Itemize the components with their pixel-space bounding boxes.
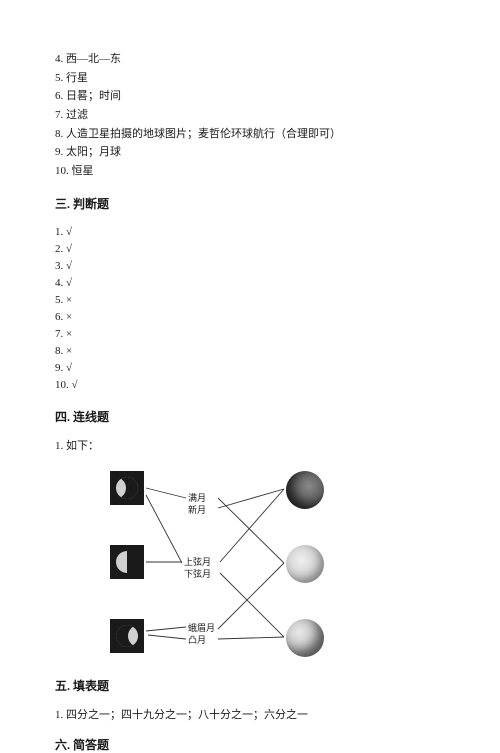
judge-mark: √ xyxy=(66,260,72,272)
moon-label-pair: 满月新月 xyxy=(188,493,206,516)
judge-num: 7. xyxy=(55,328,63,340)
fill-num: 6. xyxy=(55,90,63,102)
judge-item: 1. √ xyxy=(55,224,445,241)
moon-tile-left xyxy=(110,545,144,579)
fill-item: 7. 过滤 xyxy=(55,106,445,125)
section-4-title: 四. 连线题 xyxy=(55,408,445,425)
fill-answer-list: 4. 西—北—东 5. 行星 6. 日晷；时间 7. 过滤 8. 人造卫星拍摄的… xyxy=(55,50,445,181)
fill-item: 6. 日晷；时间 xyxy=(55,87,445,106)
fill-item: 10. 恒星 xyxy=(55,162,445,181)
fill-text: 人造卫星拍摄的地球图片；麦哲伦环球航行（合理即可） xyxy=(66,128,341,140)
judge-num: 5. xyxy=(55,294,63,306)
judge-num: 3. xyxy=(55,260,63,272)
fill-num: 4. xyxy=(55,53,63,65)
judge-item: 3. √ xyxy=(55,258,445,275)
moon-label-pair: 蛾眉月凸月 xyxy=(188,623,215,646)
judge-item: 4. √ xyxy=(55,275,445,292)
fill-text: 恒星 xyxy=(72,165,94,177)
judge-mark: × xyxy=(66,328,72,340)
moon-label: 新月 xyxy=(188,505,206,517)
moon-phase-icon xyxy=(116,477,138,499)
moon-label: 蛾眉月 xyxy=(188,623,215,635)
moon-tile-left xyxy=(110,619,144,653)
judge-mark: √ xyxy=(66,243,72,255)
fill-num: 7. xyxy=(55,109,63,121)
judge-num: 6. xyxy=(55,311,63,323)
moon-phase-icon xyxy=(116,625,138,647)
moon-label: 下弦月 xyxy=(184,569,211,581)
table-answer: 1. 四分之一；四十九分之一；八十分之一；六分之一 xyxy=(55,706,445,722)
judge-num: 4. xyxy=(55,277,63,289)
judge-item: 5. × xyxy=(55,292,445,309)
judge-mark: √ xyxy=(72,379,78,391)
fill-text: 太阳；月球 xyxy=(66,146,121,158)
judge-mark: √ xyxy=(66,362,72,374)
moon-label: 上弦月 xyxy=(184,557,211,569)
judge-num: 1. xyxy=(55,226,63,238)
judge-answer-list: 1. √ 2. √ 3. √ 4. √ 5. × 6. × 7. × 8. × … xyxy=(55,224,445,394)
fill-num: 9. xyxy=(55,146,63,158)
judge-mark: × xyxy=(66,311,72,323)
fill-text: 日晷；时间 xyxy=(66,90,121,102)
fill-item: 5. 行星 xyxy=(55,69,445,88)
judge-mark: × xyxy=(66,294,72,306)
fill-text: 西—北—东 xyxy=(66,53,121,65)
judge-item: 9. √ xyxy=(55,360,445,377)
judge-item: 6. × xyxy=(55,309,445,326)
judge-mark: √ xyxy=(66,226,72,238)
section-3-title: 三. 判断题 xyxy=(55,195,445,212)
section-6-title: 六. 简答题 xyxy=(55,736,445,753)
fill-num: 8. xyxy=(55,128,63,140)
fill-num: 5. xyxy=(55,72,63,84)
judge-num: 8. xyxy=(55,345,63,357)
judge-item: 2. √ xyxy=(55,241,445,258)
moon-match-diagram: 满月新月上弦月下弦月蛾眉月凸月 xyxy=(70,463,350,663)
section-5-title: 五. 填表题 xyxy=(55,677,445,694)
fill-text: 行星 xyxy=(66,72,88,84)
fill-text: 过滤 xyxy=(66,109,88,121)
match-intro: 1. 如下： xyxy=(55,437,445,453)
judge-item: 7. × xyxy=(55,326,445,343)
judge-num: 9. xyxy=(55,362,63,374)
fill-item: 8. 人造卫星拍摄的地球图片；麦哲伦环球航行（合理即可） xyxy=(55,125,445,144)
judge-num: 10. xyxy=(55,379,69,391)
moon-label-pair: 上弦月下弦月 xyxy=(184,557,211,580)
judge-item: 10. √ xyxy=(55,377,445,394)
fill-num: 10. xyxy=(55,165,69,177)
judge-num: 2. xyxy=(55,243,63,255)
judge-mark: √ xyxy=(66,277,72,289)
moon-label: 满月 xyxy=(188,493,206,505)
fill-item: 4. 西—北—东 xyxy=(55,50,445,69)
judge-mark: × xyxy=(66,345,72,357)
judge-item: 8. × xyxy=(55,343,445,360)
moon-phase-icon xyxy=(116,551,138,573)
moon-tile-left xyxy=(110,471,144,505)
fill-item: 9. 太阳；月球 xyxy=(55,143,445,162)
moon-label: 凸月 xyxy=(188,635,215,647)
